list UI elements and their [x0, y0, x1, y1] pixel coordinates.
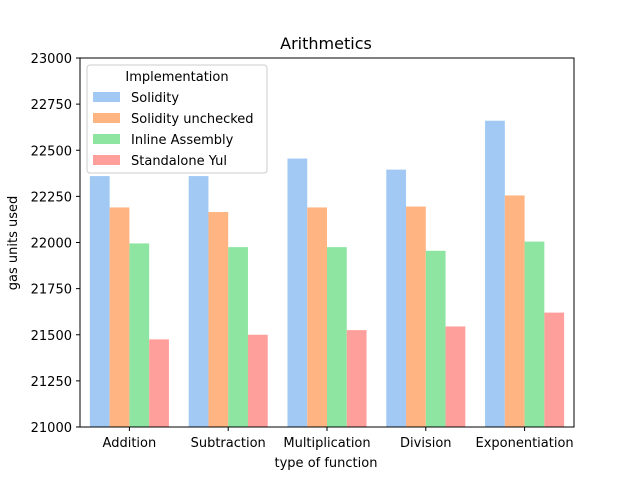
- bar-standalone-yul: [544, 312, 565, 427]
- y-tick-label: 22250: [31, 190, 72, 205]
- legend-swatch: [93, 113, 120, 123]
- legend-swatch: [93, 155, 120, 165]
- bar-solidity: [386, 169, 407, 427]
- x-tick-label: Addition: [103, 436, 157, 451]
- x-tick-label: Subtraction: [191, 436, 266, 451]
- bar-inline-assembly: [129, 243, 150, 427]
- bar-solidity: [89, 176, 110, 427]
- bar-inline-assembly: [228, 247, 248, 427]
- bar-solidity-unchecked: [504, 195, 525, 427]
- legend-label: Inline Assembly: [131, 133, 234, 148]
- bar-solidity: [485, 120, 505, 427]
- legend: Implementation Solidity Solidity unchecke…: [86, 64, 268, 174]
- y-tick-label: 22000: [31, 237, 72, 252]
- x-axis-label: type of function: [275, 456, 378, 471]
- bar-solidity-unchecked: [109, 207, 130, 427]
- bar-standalone-yul: [346, 330, 367, 427]
- y-tick-label: 22750: [31, 98, 72, 113]
- x-tick-label: Division: [400, 436, 452, 451]
- bar-standalone-yul: [149, 339, 169, 427]
- legend-label: Standalone Yul: [131, 154, 227, 169]
- legend-swatch: [93, 92, 120, 102]
- y-tick-label: 23000: [31, 52, 72, 67]
- x-tick-label: Multiplication: [283, 436, 370, 451]
- bar-solidity: [188, 176, 209, 427]
- bar-standalone-yul: [445, 326, 466, 427]
- y-tick-label: 21500: [31, 329, 72, 344]
- legend-items: Solidity Solidity unchecked Inline Assembl…: [93, 91, 254, 169]
- y-axis-label: gas units used: [6, 196, 21, 290]
- y-tick-label: 21750: [31, 283, 72, 298]
- bar-standalone-yul: [247, 334, 268, 427]
- chart-title: Arithmetics: [280, 34, 372, 53]
- legend-label: Solidity: [131, 91, 179, 106]
- legend-box: [86, 64, 268, 174]
- bar-solidity-unchecked: [406, 206, 426, 427]
- y-tick-label: 21250: [31, 375, 72, 390]
- bar-inline-assembly: [425, 250, 446, 427]
- y-tick-label: 21000: [31, 421, 72, 436]
- bar-inline-assembly: [327, 247, 347, 427]
- x-tick-label: Exponentiation: [476, 436, 574, 451]
- legend-title: Implementation: [125, 70, 228, 85]
- legend-label: Solidity unchecked: [131, 112, 254, 127]
- legend-swatch: [93, 134, 120, 144]
- y-axis: 21000 21250 21500 21750 22000 22250 22500 22750…: [31, 52, 80, 436]
- bar-inline-assembly: [524, 241, 545, 427]
- bar-solidity-unchecked: [307, 207, 327, 427]
- y-tick-label: 22500: [31, 144, 72, 159]
- x-axis: Addition Subtraction Multiplication Divisio…: [103, 427, 574, 451]
- bar-solidity: [287, 158, 308, 428]
- bar-solidity-unchecked: [208, 212, 229, 427]
- bars-group: [89, 120, 565, 428]
